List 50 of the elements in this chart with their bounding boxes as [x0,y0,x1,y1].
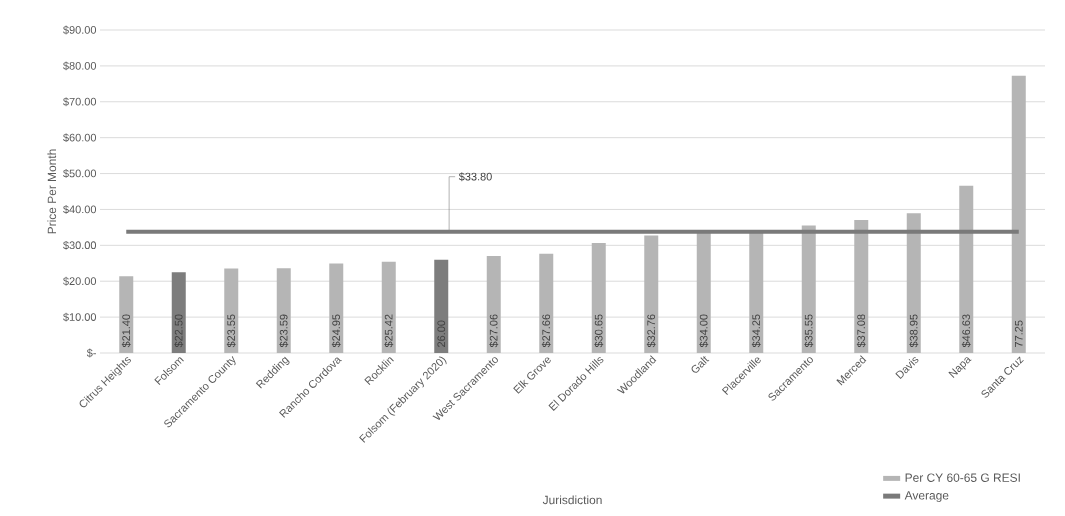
bar [854,219,869,353]
bar [224,268,239,353]
bar [171,272,186,353]
data-label: $23.59 [279,314,289,348]
legend-label: Average [904,491,949,502]
data-label: $27.66 [541,314,551,348]
annotation: $33.80 [458,172,492,182]
bar [434,259,449,353]
data-label: $35.55 [804,314,814,348]
data-label: 26.00 [437,320,446,347]
y-tick-label: $70.00 [63,97,97,107]
data-label: $37.08 [856,314,866,348]
bar [329,263,344,353]
y-axis-title: Price Per Month [47,149,57,234]
bar [381,261,396,353]
data-label: $24.95 [331,314,341,348]
data-label: $25.42 [384,314,394,348]
bar [959,185,974,353]
data-label: 77.25 [1014,320,1023,347]
data-label: $34.25 [751,314,761,348]
data-label: $30.65 [594,314,604,348]
bar [644,235,659,353]
y-tick-label: $- [86,348,96,358]
data-label: $27.06 [489,314,499,348]
x-tick-label: Galt [691,356,710,373]
data-label: $22.50 [174,314,184,348]
bar [906,213,921,353]
y-tick-label: $20.00 [63,276,97,286]
bar [539,253,554,353]
y-tick-label: $50.00 [63,169,97,178]
data-label: $32.76 [646,314,656,348]
data-label: $46.63 [961,314,971,348]
data-label: $21.40 [121,314,131,348]
bar [276,268,291,353]
data-label: $23.55 [226,314,236,348]
data-label: $38.95 [909,314,919,348]
y-tick-label: $40.00 [63,205,97,214]
y-tick-label: $80.00 [63,61,97,71]
bar [119,276,134,353]
legend-label: Per CY 60-65 G RESI [905,473,1020,482]
data-label: $34.00 [699,314,709,348]
bar [1011,75,1026,353]
bar [486,255,501,353]
y-tick-label: $60.00 [63,133,97,143]
y-tick-label: $90.00 [63,25,97,35]
y-tick-label: $10.00 [63,312,97,322]
bar [801,225,816,353]
y-tick-label: $30.00 [63,240,97,250]
bar [591,243,606,353]
x-axis-title: Jurisdiction [542,495,602,505]
